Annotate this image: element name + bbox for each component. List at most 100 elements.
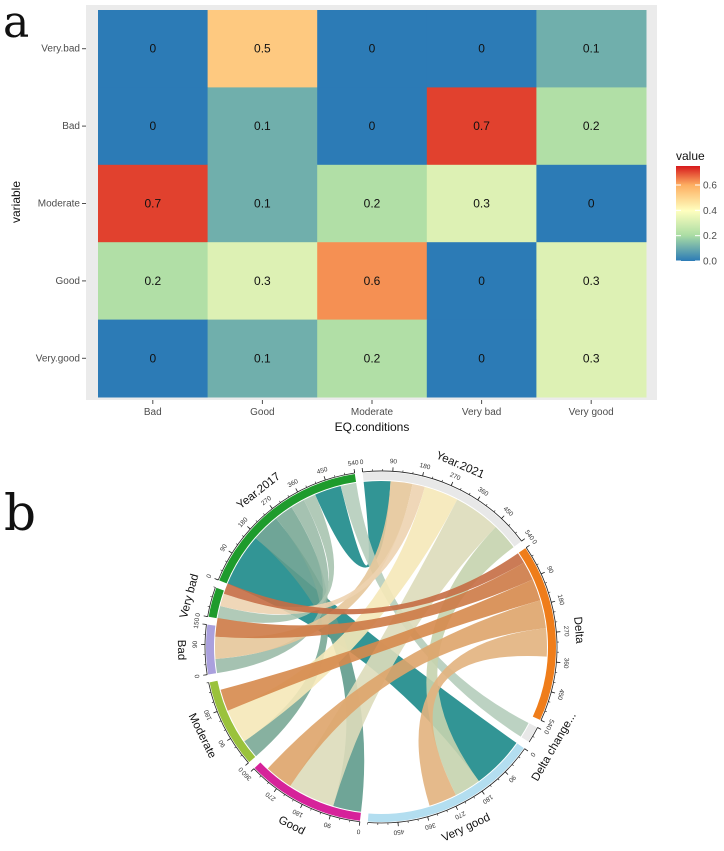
- chord-tick-label: 90: [219, 543, 229, 553]
- chord-tick-label: 450: [316, 466, 329, 476]
- chord-link: [217, 494, 335, 623]
- heatmap-cell: [98, 319, 209, 398]
- chord-minor-tick: [436, 813, 439, 816]
- panel-a-letter: a: [3, 0, 29, 48]
- chord-major-tick: [540, 571, 545, 575]
- chord-axis-line: [362, 470, 522, 542]
- chord-tick-label: 90: [323, 820, 332, 829]
- chord-axis-line: [208, 682, 249, 764]
- chord-tick-label: 360: [562, 657, 570, 669]
- chord-tick-label: 0: [528, 751, 536, 758]
- chord-minor-tick: [446, 810, 448, 813]
- heatmap-cell: [426, 319, 537, 398]
- chord-major-tick: [214, 578, 219, 581]
- chord-tick-label: 0: [195, 612, 203, 617]
- chord-sector-label: Bad: [175, 640, 187, 661]
- chord-tick-label: 0: [206, 573, 214, 579]
- chord-minor-tick: [292, 799, 294, 802]
- heatmap-cell-label: 0: [149, 351, 156, 365]
- chord-major-tick: [227, 738, 231, 741]
- chord-major-tick: [247, 526, 251, 530]
- chord-minor-tick: [225, 560, 228, 563]
- chord-link: [340, 482, 529, 737]
- chord-tick-label: 450: [393, 828, 405, 836]
- chord-tick-label: 180: [419, 462, 432, 471]
- legend-tick-label: 0.4: [703, 206, 717, 217]
- chord-minor-tick: [432, 476, 434, 479]
- chord-sector-arc: [362, 472, 521, 547]
- chord-tick-label: 360: [476, 486, 489, 498]
- heatmap-cell-label: 0: [149, 119, 156, 133]
- chord-tick-label: 540: [544, 718, 555, 731]
- chord-sector-arc: [367, 743, 524, 822]
- chord-minor-tick: [267, 782, 269, 785]
- chord-axis-line: [204, 624, 208, 675]
- chord-minor-tick: [497, 778, 500, 781]
- chord-link: [418, 628, 547, 806]
- chord-major-tick: [273, 788, 277, 793]
- heatmap-cell-label: 0.3: [583, 351, 600, 365]
- chord-link: [215, 481, 413, 659]
- heatmap-cell: [536, 242, 647, 321]
- chord-minor-tick: [473, 796, 475, 799]
- chord-minor-tick: [531, 554, 534, 557]
- heatmap-cell: [207, 87, 318, 166]
- chord-sector-label: Very bad: [178, 573, 201, 620]
- chord-minor-tick: [208, 692, 212, 694]
- chord-major-tick: [203, 615, 208, 617]
- chord-minor-tick: [468, 492, 471, 495]
- chord-tick-label: 270: [449, 472, 462, 483]
- chord-minor-tick: [536, 563, 539, 566]
- chord-tick-label: 90: [545, 565, 555, 575]
- y-tick-label: Bad: [62, 121, 80, 132]
- heatmap-cell-label: 0.7: [144, 197, 161, 211]
- chord-minor-tick: [511, 764, 514, 766]
- heatmap-cell-label: 0.1: [254, 119, 271, 133]
- chord-sectors: [206, 472, 556, 822]
- chord-tick-label: 360: [424, 821, 437, 831]
- chord-minor-tick: [211, 701, 214, 703]
- heatmap-cell: [207, 242, 318, 321]
- heatmap-x-ticks: Bad Good Moderate Very bad Very good: [144, 400, 614, 418]
- chord-sector-arc: [206, 624, 217, 675]
- chord-major-tick: [300, 804, 303, 809]
- heatmap-cell: [536, 319, 647, 398]
- heatmap-cell: [98, 10, 209, 88]
- heatmap-cell-label: 0: [369, 42, 376, 56]
- chord-major-tick: [526, 545, 530, 548]
- chord-tick-label: 0: [359, 459, 364, 466]
- heatmap-cell-label: 0.1: [254, 197, 271, 211]
- chord-major-tick: [202, 623, 207, 625]
- chord-minor-tick: [532, 736, 535, 738]
- chord-minor-tick: [255, 520, 258, 523]
- chord-major-tick: [540, 719, 545, 723]
- chord-sector-arc: [208, 587, 224, 619]
- y-tick-label: Very.good: [36, 353, 80, 364]
- chord-major-tick: [551, 691, 556, 694]
- chord-tick-label: 0: [237, 765, 245, 773]
- chord-link: [267, 600, 546, 787]
- heatmap-cell: [207, 319, 318, 398]
- heatmap-x-axis-title: EQ.conditions: [335, 420, 410, 434]
- chord-minor-tick: [544, 710, 547, 713]
- chord-major-tick: [427, 816, 430, 821]
- chord-minor-tick: [515, 531, 518, 534]
- chord-axis-line: [528, 727, 538, 743]
- heatmap-cell-label: 0.7: [473, 119, 490, 133]
- chord-minor-tick: [548, 701, 551, 703]
- chord-minor-tick: [287, 495, 290, 498]
- heatmap-cell: [426, 87, 537, 166]
- chord-minor-tick: [310, 808, 312, 811]
- chord-minor-tick: [210, 596, 213, 598]
- heatmap-cell-label: 0.2: [583, 119, 600, 133]
- chord-tick-label: 360: [287, 478, 300, 489]
- chord-diagram: 0 901802703604505400901802703604505400090…: [175, 450, 586, 845]
- heatmap-cell: [98, 164, 209, 243]
- chord-major-tick: [501, 515, 505, 519]
- heatmap-cell: [207, 164, 318, 243]
- heatmap-cell: [536, 164, 647, 243]
- chord-minor-tick: [259, 775, 262, 778]
- chord-tick-label: 540: [347, 459, 359, 468]
- panel-b-letter: b: [4, 484, 36, 542]
- heatmap-cell: [426, 164, 537, 243]
